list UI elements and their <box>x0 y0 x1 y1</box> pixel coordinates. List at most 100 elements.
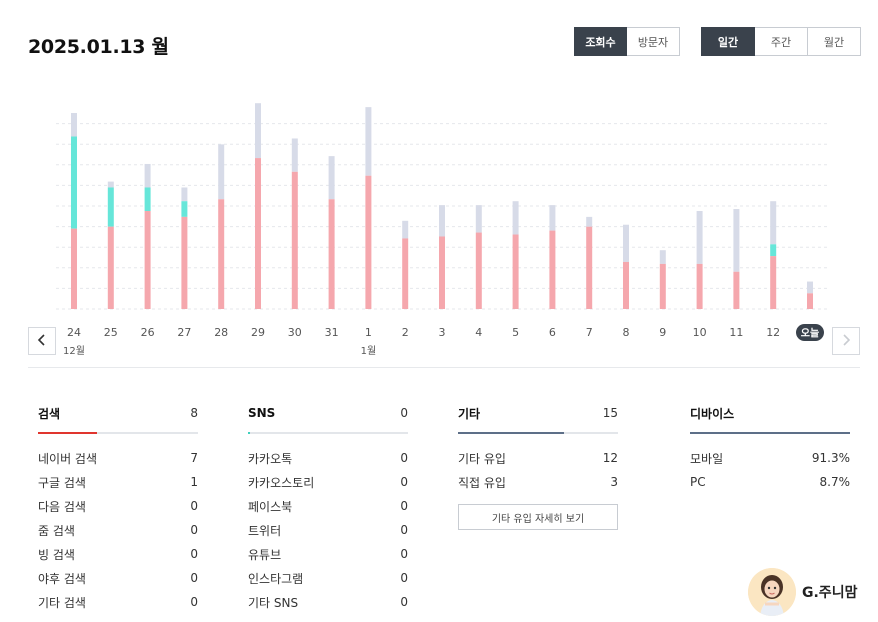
search-row-value: 0 <box>190 499 198 513</box>
search-row-label: 다음 검색 <box>38 499 86 514</box>
search-row: 구글 검색 1 <box>38 470 198 494</box>
chart-x-tick-label: 29 <box>251 326 265 339</box>
chart-x-tick-label: 10 <box>693 326 707 339</box>
sns-row: 인스타그램 0 <box>248 566 408 590</box>
chart-bar-segment-pink <box>291 171 298 309</box>
chart-bar-segment-teal <box>181 201 188 217</box>
chart-x-tick-label: 12 <box>766 326 780 339</box>
sns-row-label: 트위터 <box>248 523 282 538</box>
etc-panel-rows: 기타 유입 12 직접 유입 3 <box>458 446 618 494</box>
chart-bar-remainder <box>255 103 261 159</box>
search-panel-rows: 네이버 검색 7 구글 검색 1 다음 검색 0 줌 검색 0 빙 검색 0 야후 검색 0 기타 검색… <box>38 446 198 614</box>
chart-bar-remainder <box>659 250 666 264</box>
chart-bar-segment-pink <box>549 230 556 309</box>
etc-row: 기타 유입 12 <box>458 446 618 470</box>
chart-bar-segment-pink <box>807 293 813 309</box>
search-panel: 검색 8 네이버 검색 7 구글 검색 1 다음 검색 0 줌 검색 0 빙 검색 0 야후 검색 0… <box>38 403 198 614</box>
etc-row-label: 기타 유입 <box>458 451 506 466</box>
sns-row: 기타 SNS 0 <box>248 590 408 614</box>
chart-bar-remainder <box>107 181 114 188</box>
period-option-monthly[interactable]: 월간 <box>808 27 861 56</box>
chart-x-tick-label: 2 <box>402 326 409 339</box>
chart-bar-segment-teal <box>107 187 114 227</box>
search-panel-header: 검색 8 <box>38 403 198 423</box>
search-row-label: 네이버 검색 <box>38 451 98 466</box>
chart-bar-remainder <box>696 211 703 264</box>
metric-option-views[interactable]: 조회수 <box>574 27 627 56</box>
chart-x-tick-label: 오늘 <box>801 328 819 340</box>
search-row-label: 줌 검색 <box>38 523 75 538</box>
device-row-label: 모바일 <box>690 451 724 466</box>
chart-bar-segment-pink <box>365 175 372 309</box>
search-row-value: 1 <box>190 475 198 489</box>
chart-prev-button[interactable] <box>28 327 56 355</box>
chart-bar-segment-pink <box>586 226 593 309</box>
etc-detail-button[interactable]: 기타 유입 자세히 보기 <box>458 504 618 530</box>
sns-row: 카카오스토리 0 <box>248 470 408 494</box>
chart-bar-segment-pink <box>71 228 77 309</box>
search-row-label: 기타 검색 <box>38 595 86 610</box>
chart-bar-remainder <box>733 209 740 272</box>
sns-panel-rows: 카카오톡 0 카카오스토리 0 페이스북 0 트위터 0 유튜브 0 인스타그램 0 기타 SNS 0 <box>248 446 408 614</box>
search-row-label: 야후 검색 <box>38 571 86 586</box>
period-toggle: 일간 주간 월간 <box>701 27 861 56</box>
etc-panel-count: 15 <box>602 406 618 420</box>
chart-x-tick-label: 30 <box>288 326 302 339</box>
chart-x-tick-label: 1 <box>365 326 372 339</box>
sns-row-label: 카카오스토리 <box>248 475 315 490</box>
chart-bar-remainder <box>807 281 813 294</box>
today-badge <box>796 324 824 341</box>
period-option-weekly[interactable]: 주간 <box>755 27 808 56</box>
chart-bar-segment-pink <box>255 158 261 309</box>
chart-bar-remainder <box>586 216 593 227</box>
search-row-value: 0 <box>190 547 198 561</box>
sns-row-value: 0 <box>400 475 408 489</box>
chart-bar-segment-pink <box>475 232 482 309</box>
sns-row-value: 0 <box>400 571 408 585</box>
search-row-value: 0 <box>190 571 198 585</box>
page-title: 2025.01.13 월 <box>28 36 169 58</box>
device-row-label: PC <box>690 475 706 489</box>
sns-row: 페이스북 0 <box>248 494 408 518</box>
chart-bar-remainder <box>439 205 445 237</box>
chart-bar-segment-teal <box>71 136 77 229</box>
device-panel-rows: 모바일 91.3% PC 8.7% <box>690 446 850 494</box>
chart-bar-remainder <box>291 138 298 172</box>
search-panel-bar-fill <box>38 432 98 434</box>
chart-bar-segment-pink <box>439 236 445 309</box>
chart-x-tick-label: 26 <box>141 326 155 339</box>
metric-option-visitors[interactable]: 방문자 <box>627 27 680 56</box>
search-row-value: 0 <box>190 595 198 609</box>
sns-row: 유튜브 0 <box>248 542 408 566</box>
etc-panel-bar <box>458 432 618 434</box>
chevron-right-icon <box>840 333 852 349</box>
sns-row-label: 카카오톡 <box>248 451 293 466</box>
chart-x-tick-label: 3 <box>439 326 446 339</box>
device-row: 모바일 91.3% <box>690 446 850 470</box>
chart-x-tick-label: 8 <box>623 326 630 339</box>
chart-next-button[interactable] <box>832 327 860 355</box>
period-option-daily[interactable]: 일간 <box>701 27 755 56</box>
chart-bar-segment-pink <box>218 199 225 309</box>
chart-x-tick-label: 27 <box>177 326 191 339</box>
chart-x-tick-label: 6 <box>549 326 556 339</box>
chart-bar-remainder <box>71 113 77 137</box>
metric-toggle: 조회수 방문자 <box>574 27 680 56</box>
chart-x-tick-label: 24 <box>67 326 81 339</box>
chart-bar-remainder <box>365 107 372 176</box>
chevron-left-icon <box>36 333 48 349</box>
profile-badge[interactable]: G.주니맘 <box>748 568 857 616</box>
search-row-label: 구글 검색 <box>38 475 86 490</box>
chart-bar-segment-pink <box>181 216 188 309</box>
sns-row-label: 인스타그램 <box>248 571 304 586</box>
chart-bar-segment-pink <box>659 263 666 309</box>
etc-panel-header: 기타 15 <box>458 403 618 423</box>
device-panel-header: 디바이스 <box>690 403 850 423</box>
device-row-value: 91.3% <box>811 451 850 465</box>
etc-panel-bar-fill <box>458 432 564 434</box>
chart-month-label: 12월 <box>63 345 85 357</box>
search-panel-count: 8 <box>190 406 198 420</box>
chart-x-tick-label: 28 <box>214 326 228 339</box>
search-row-value: 0 <box>190 523 198 537</box>
